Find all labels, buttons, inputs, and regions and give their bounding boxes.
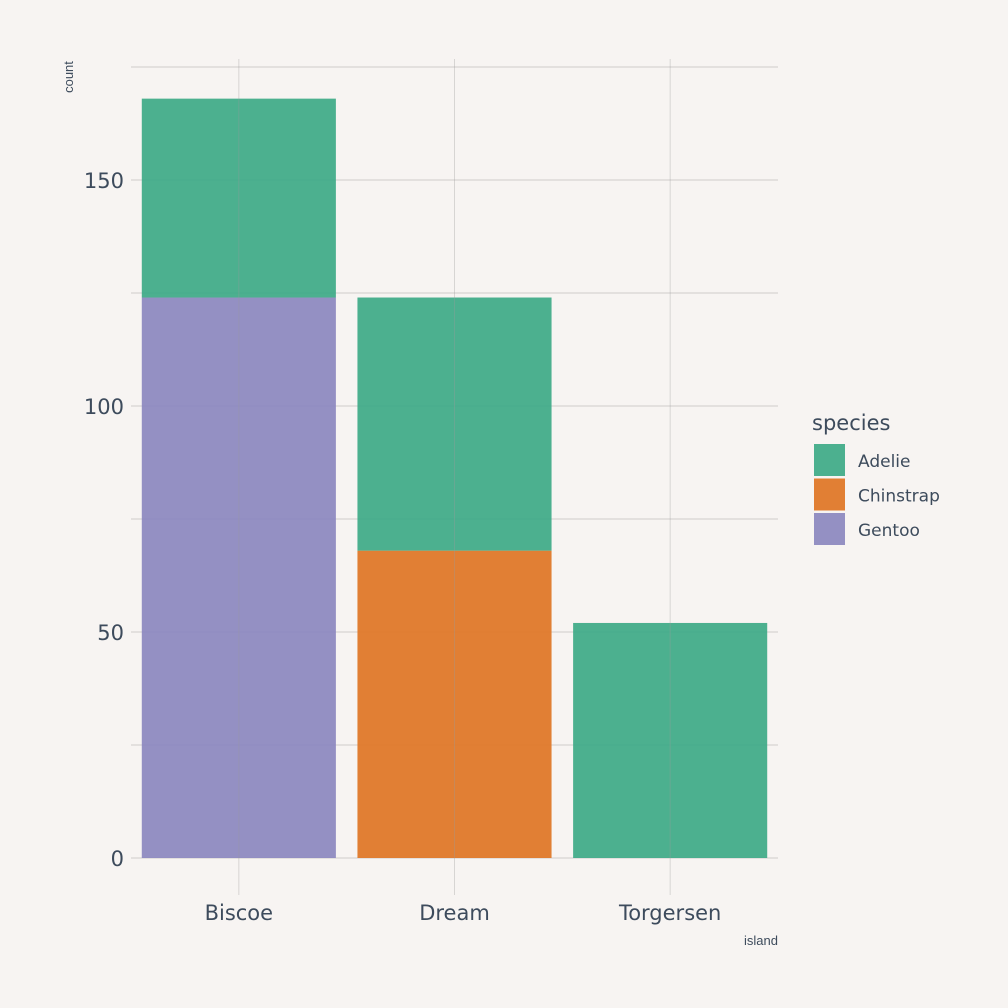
legend-label-adelie: Adelie xyxy=(858,452,911,472)
bars xyxy=(141,98,768,858)
x-axis-title: island xyxy=(744,933,778,948)
legend-entries: Adelie Chinstrap Gentoo xyxy=(814,444,940,545)
legend-swatch-chinstrap xyxy=(814,478,845,511)
legend: species Adelie Chinstrap Gentoo xyxy=(812,411,940,545)
legend-swatch-gentoo xyxy=(814,513,845,545)
y-tick-label: 150 xyxy=(84,169,124,193)
x-tick-label: Dream xyxy=(419,901,490,925)
y-tick-label: 0 xyxy=(111,847,124,871)
x-tick-labels: Biscoe Dream Torgersen xyxy=(205,901,722,925)
legend-title: species xyxy=(812,411,890,435)
bar-biscoe-gentoo xyxy=(141,297,336,858)
y-tick-label: 100 xyxy=(84,395,124,419)
y-axis-title: count xyxy=(61,61,76,93)
legend-swatch-adelie xyxy=(814,444,845,476)
bar-dream-adelie xyxy=(357,297,552,551)
y-tick-label: 50 xyxy=(97,621,124,645)
bar-biscoe-adelie xyxy=(141,98,336,298)
vertical-grid-lines xyxy=(238,59,671,895)
x-tick-label: Torgersen xyxy=(618,901,721,925)
y-tick-labels: 0 50 100 150 xyxy=(84,169,124,871)
bar-dream-chinstrap xyxy=(357,550,552,858)
legend-label-gentoo: Gentoo xyxy=(858,521,920,541)
bar-torgersen-adelie xyxy=(573,622,768,858)
x-tick-label: Biscoe xyxy=(205,901,274,925)
legend-label-chinstrap: Chinstrap xyxy=(858,487,940,507)
